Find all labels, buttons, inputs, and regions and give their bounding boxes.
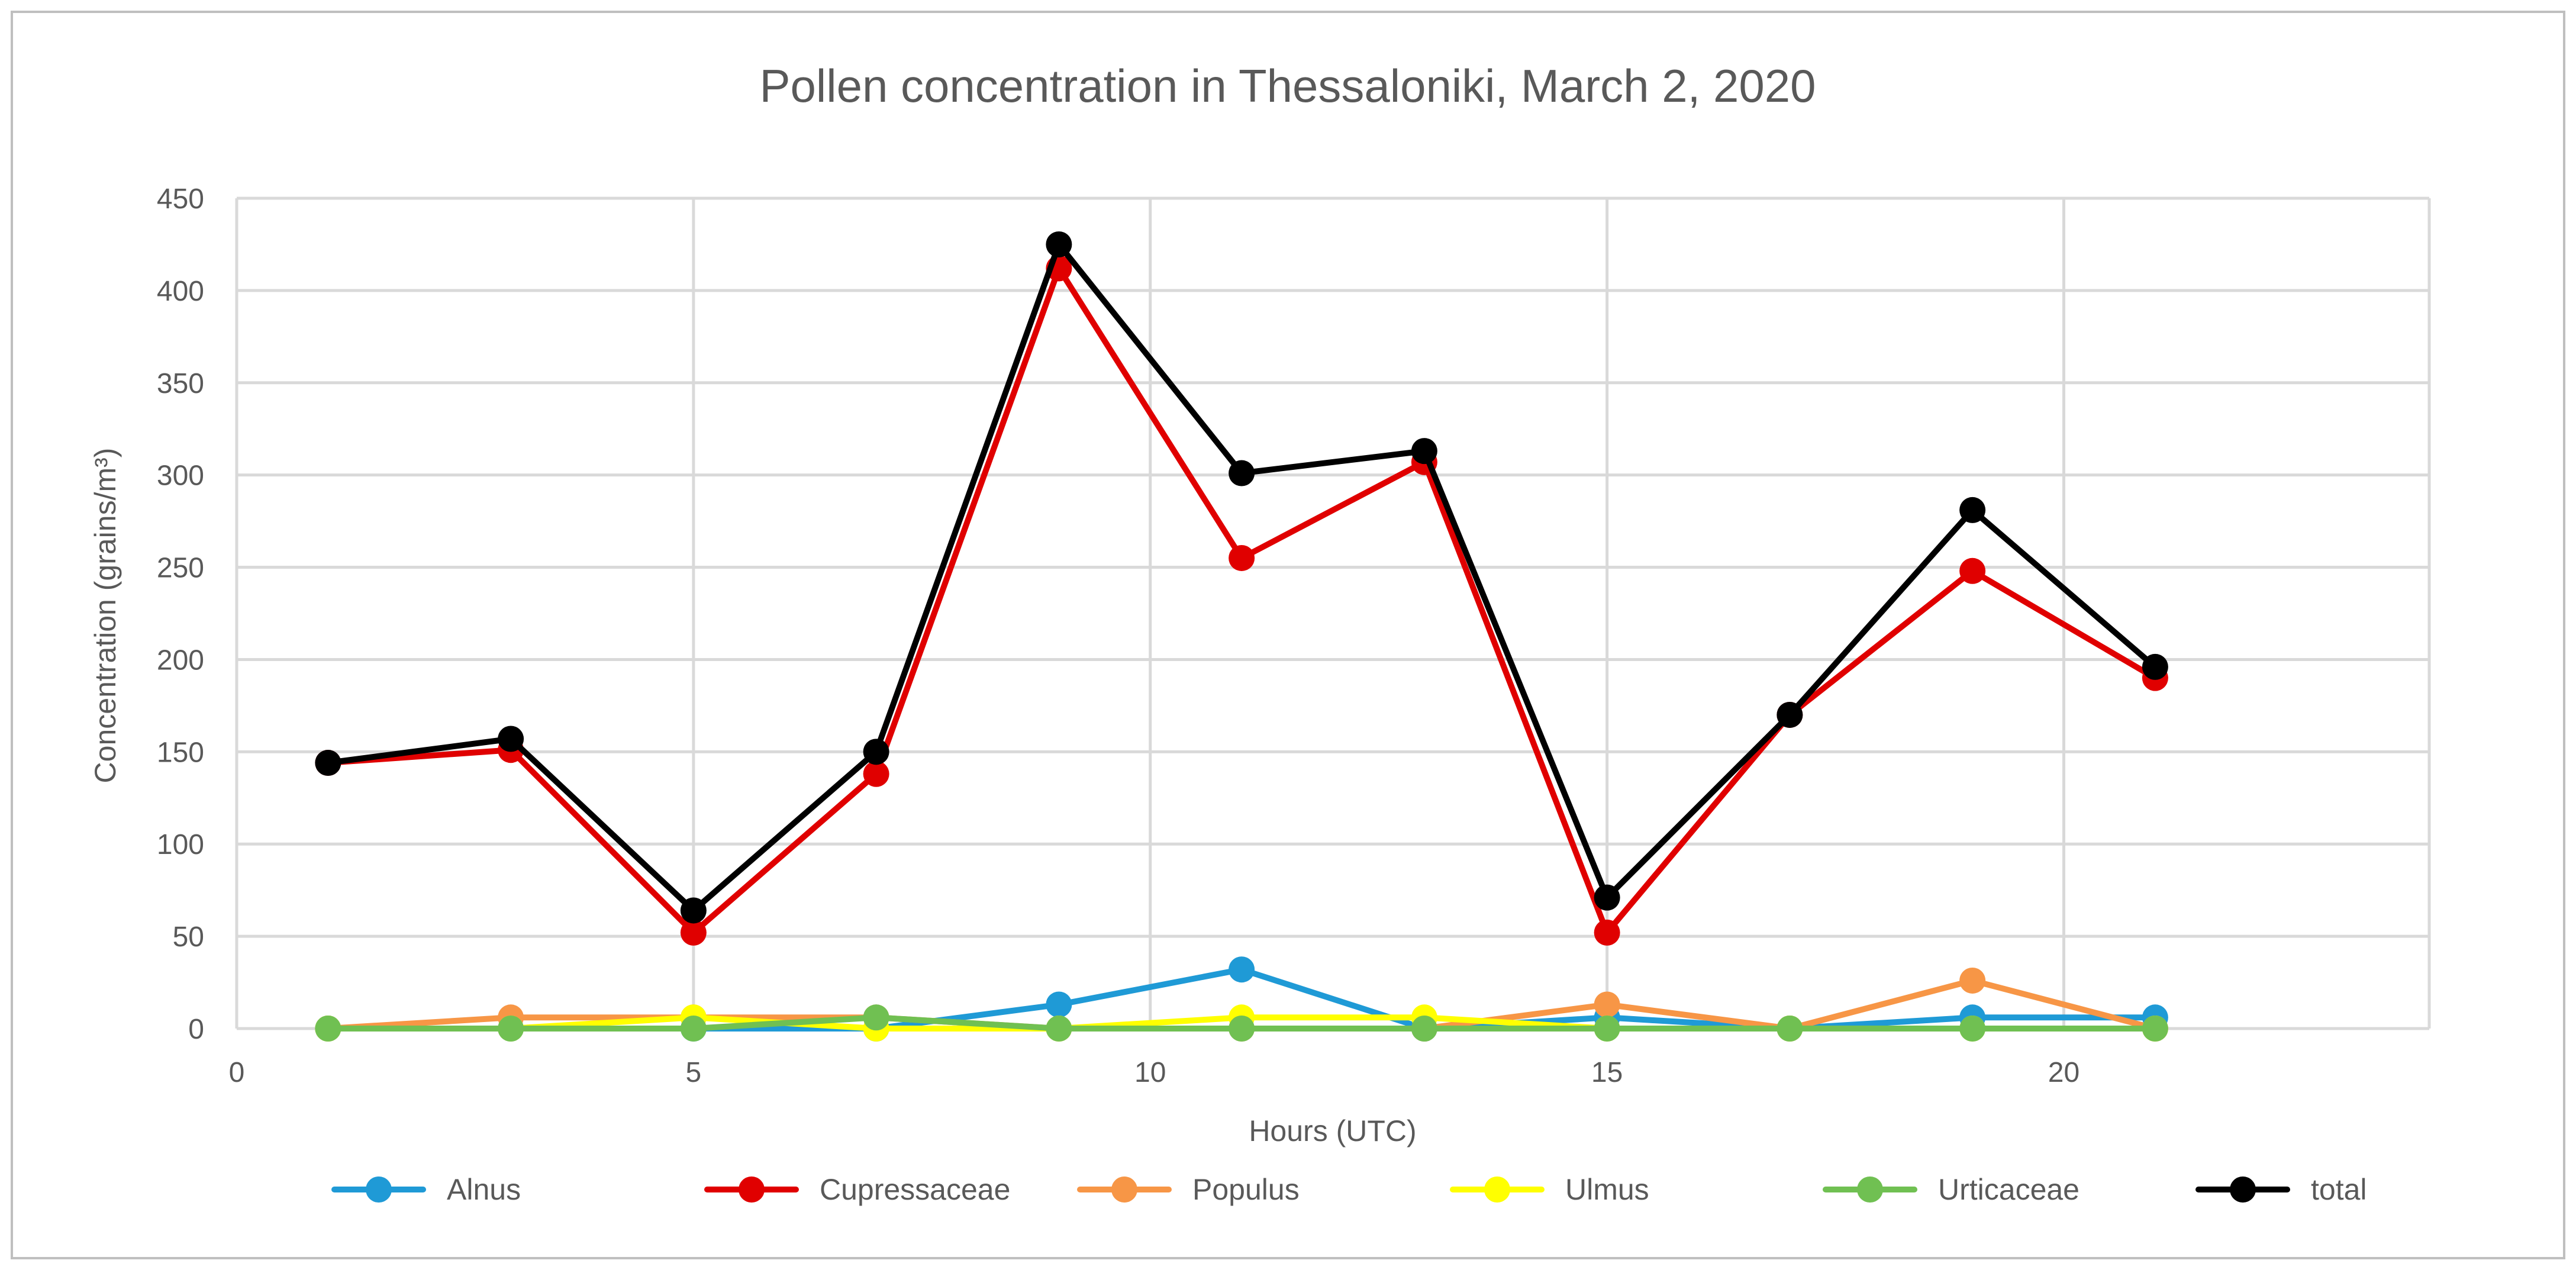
legend-label: Alnus — [447, 1173, 521, 1206]
data-point-alnus — [1229, 956, 1255, 983]
data-point-populus — [1959, 967, 1986, 994]
data-point-urticaceae — [1777, 1016, 1803, 1042]
y-tick-label: 200 — [157, 644, 204, 676]
x-tick-label: 15 — [1591, 1057, 1623, 1088]
y-tick-label: 50 — [173, 921, 204, 953]
legend-item-populus: Populus — [1077, 1173, 1300, 1206]
data-point-urticaceae — [315, 1016, 341, 1042]
x-axis-label: Hours (UTC) — [1249, 1114, 1416, 1147]
y-tick-label: 300 — [157, 460, 204, 492]
legend-item-cupressaceae: Cupressaceae — [704, 1173, 1010, 1206]
y-tick-label: 400 — [157, 276, 204, 307]
data-point-urticaceae — [1229, 1016, 1255, 1042]
data-point-total — [680, 897, 707, 924]
data-point-total — [2142, 653, 2168, 680]
data-point-cupressaceae — [1229, 544, 1255, 571]
data-point-cupressaceae — [1594, 919, 1620, 946]
data-point-urticaceae — [863, 1004, 889, 1031]
data-point-urticaceae — [1594, 1016, 1620, 1042]
data-point-total — [1411, 438, 1437, 465]
data-point-total — [315, 750, 341, 776]
data-point-urticaceae — [680, 1016, 707, 1042]
legend-label: Cupressaceae — [820, 1173, 1010, 1206]
legend-item-total: total — [2195, 1173, 2367, 1206]
data-point-urticaceae — [1959, 1016, 1986, 1042]
tick-layer: 0 50 100 150 200 250 300 350 400 450 0 5 10 15 20 — [157, 183, 2080, 1088]
x-tick-label: 10 — [1134, 1057, 1166, 1088]
x-tick-label: 5 — [686, 1057, 702, 1088]
legend-swatch-marker — [2230, 1176, 2256, 1203]
legend-swatch-marker — [1484, 1176, 1510, 1203]
data-point-cupressaceae — [1959, 557, 1986, 584]
data-point-urticaceae — [1046, 1016, 1072, 1042]
series-urticaceae — [315, 1004, 2168, 1042]
data-point-total — [1777, 701, 1803, 728]
y-tick-label: 350 — [157, 368, 204, 399]
chart-title: Pollen concentration in Thessaloniki, Ma… — [760, 60, 1816, 112]
legend-label: Populus — [1192, 1173, 1300, 1206]
legend-swatch-marker — [1857, 1176, 1883, 1203]
legend: Alnus Cupressaceae Populus Ulmus Urticaceae t… — [331, 1173, 2367, 1206]
legend-item-urticaceae: Urticaceae — [1823, 1173, 2080, 1206]
data-point-urticaceae — [498, 1016, 524, 1042]
data-point-cupressaceae — [863, 760, 889, 787]
data-point-total — [1594, 884, 1620, 911]
data-point-alnus — [1046, 991, 1072, 1018]
legend-label: Ulmus — [1565, 1173, 1649, 1206]
data-point-urticaceae — [1411, 1016, 1437, 1042]
data-point-total — [1229, 460, 1255, 486]
legend-label: Urticaceae — [1938, 1173, 2080, 1206]
legend-item-alnus: Alnus — [331, 1173, 521, 1206]
data-point-total — [863, 739, 889, 765]
data-point-total — [498, 726, 524, 752]
legend-swatch-marker — [366, 1176, 392, 1203]
data-point-urticaceae — [2142, 1016, 2168, 1042]
legend-label: total — [2311, 1173, 2367, 1206]
y-tick-label: 450 — [157, 183, 204, 215]
chart-frame — [11, 11, 2565, 1259]
data-point-populus — [1594, 991, 1620, 1018]
legend-swatch-marker — [739, 1176, 765, 1203]
series-layer — [315, 231, 2168, 1042]
data-point-total — [1959, 497, 1986, 523]
data-point-total — [1046, 231, 1072, 257]
y-tick-label: 0 — [188, 1014, 204, 1045]
y-tick-label: 150 — [157, 737, 204, 768]
series-total — [315, 231, 2168, 924]
y-tick-label: 250 — [157, 553, 204, 584]
y-axis-label: Concentration (grains/m³) — [89, 448, 122, 784]
data-point-cupressaceae — [680, 919, 707, 946]
y-tick-label: 100 — [157, 829, 204, 860]
legend-item-ulmus: Ulmus — [1450, 1173, 1649, 1206]
x-tick-label: 20 — [2048, 1057, 2080, 1088]
x-tick-label: 0 — [229, 1057, 245, 1088]
legend-swatch-marker — [1111, 1176, 1137, 1203]
